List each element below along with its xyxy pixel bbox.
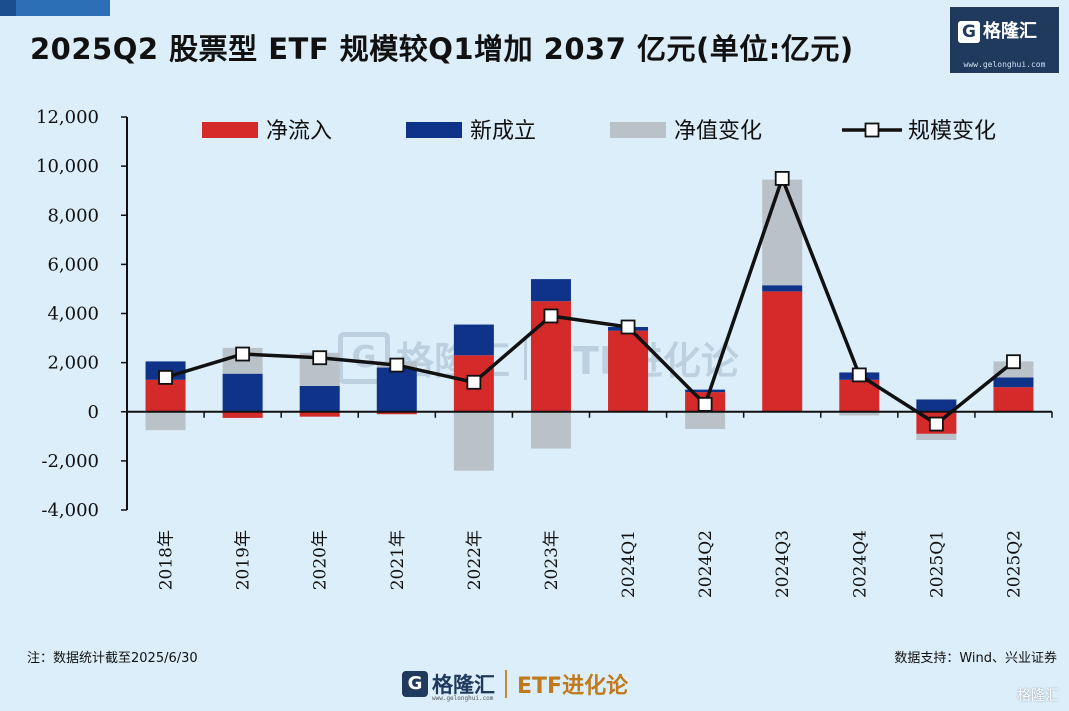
footer-separator (505, 670, 507, 698)
bar-new-listing-1 (222, 373, 263, 412)
x-tick-label-0: 2018年 (157, 530, 177, 590)
y-tick-label-0: 12,000 (36, 107, 99, 128)
y-tick-label-6: 0 (88, 402, 99, 423)
y-tick-label-4: 4,000 (47, 304, 99, 325)
chart-legend: 净流入 新成立 净值变化 规模变化 (202, 119, 996, 144)
bar-net-inflow-0 (145, 379, 186, 412)
y-tick-label-7: -2,000 (41, 451, 99, 472)
legend-nav-change-label: 净值变化 (674, 119, 762, 144)
chart-title: 2025Q2 股票型 ETF 规模较Q1增加 2037 亿元(单位:亿元) (30, 32, 854, 66)
brand-logo-name: G 格隆汇 (958, 17, 1037, 43)
bar-new-listing-2 (299, 385, 340, 412)
x-tick-label-6: 2024Q1 (619, 530, 639, 598)
legend-scale-change-marker (864, 122, 880, 138)
x-tick-label-3: 2021年 (388, 530, 408, 590)
footer-brand-tag: ETF进化论 (517, 674, 629, 699)
point-scale-change-2 (312, 350, 328, 366)
y-tick-label-2: 8,000 (47, 205, 99, 226)
x-tick-label-8: 2024Q3 (773, 530, 793, 598)
watermark-separator (524, 335, 528, 380)
point-scale-change-3 (389, 357, 405, 373)
point-scale-change-8 (774, 171, 790, 186)
bar-net-inflow-8 (762, 291, 803, 412)
bar-nav-change-5 (530, 411, 571, 449)
chart-axes: 12,000 10,000 8,000 6,000 4,000 2,000 0 -2,000 -… (36, 107, 1053, 598)
y-tick-label-5: 2,000 (47, 353, 99, 374)
bar-nav-change-0 (145, 411, 186, 431)
bar-nav-change-10 (916, 433, 957, 440)
y-tick-label-8: -4,000 (41, 500, 99, 521)
x-tick-label-2: 2020年 (311, 530, 331, 590)
x-tick-label-9: 2024Q4 (850, 530, 870, 598)
y-tick-label-3: 6,000 (47, 254, 99, 275)
footer-brand: G 格隆汇 ETF进化论 www.gelonghui.com (402, 668, 629, 702)
point-scale-change-6 (620, 319, 636, 335)
point-scale-change-10 (928, 416, 944, 432)
bar-nav-change-11 (993, 361, 1034, 378)
footer-g-icon: G (402, 671, 428, 697)
legend-net-inflow-swatch (202, 122, 258, 138)
legend-net-inflow-label: 净流入 (266, 119, 332, 144)
bar-net-inflow-6 (608, 330, 649, 412)
chart-bars (145, 179, 1034, 471)
bar-new-listing-5 (530, 279, 571, 302)
bar-new-listing-7 (685, 389, 726, 393)
brand-logo-url: www.gelonghui.com (963, 60, 1046, 69)
bar-new-listing-4 (453, 324, 494, 356)
watermark-g-icon: G (338, 331, 390, 384)
point-scale-change-1 (235, 346, 251, 362)
x-tick-label-1: 2019年 (234, 530, 254, 590)
bar-new-listing-11 (993, 377, 1034, 388)
x-tick-label-7: 2024Q2 (696, 530, 716, 598)
footer-brand-url: www.gelonghui.com (432, 695, 494, 702)
bar-new-listing-8 (762, 285, 803, 292)
legend-new-listing-label: 新成立 (470, 119, 536, 144)
g-logo-icon: G (958, 21, 980, 43)
bar-nav-change-7 (685, 411, 726, 429)
corner-accent-dark (0, 0, 16, 16)
x-tick-label-11: 2025Q2 (1004, 530, 1024, 598)
legend-scale-change-label: 规模变化 (908, 119, 996, 144)
bar-new-listing-3 (376, 367, 417, 412)
bar-net-inflow-3 (376, 411, 417, 415)
y-tick-label-1: 10,000 (36, 156, 99, 177)
chart-line (158, 171, 1021, 432)
bar-nav-change-4 (453, 411, 494, 471)
point-scale-change-11 (1006, 354, 1021, 370)
bar-net-inflow-2 (299, 411, 340, 417)
point-scale-change-4 (466, 374, 482, 390)
bar-nav-change-8 (762, 179, 803, 286)
corner-accent (0, 0, 110, 16)
line-scale-change (165, 176, 1015, 426)
footer-brand-name: 格隆汇 (432, 673, 495, 697)
bar-net-inflow-11 (993, 387, 1034, 412)
bar-new-listing-10 (916, 399, 957, 412)
bar-nav-change-9 (839, 411, 880, 416)
footnote-left: 注：数据统计截至2025/6/30 (27, 651, 198, 666)
corner-watermark: 格隆汇 (1017, 688, 1059, 704)
point-scale-change-7 (697, 396, 713, 412)
bar-net-inflow-1 (222, 411, 263, 418)
brand-logo: G 格隆汇 www.gelonghui.com (949, 6, 1060, 74)
point-scale-change-9 (851, 367, 867, 383)
point-scale-change-0 (158, 369, 173, 385)
x-tick-label-5: 2023年 (542, 530, 562, 590)
x-tick-label-10: 2025Q1 (927, 530, 947, 598)
footnote-right: 数据支持：Wind、兴业证券 (894, 651, 1057, 666)
point-scale-change-5 (543, 308, 559, 324)
legend-new-listing-swatch (406, 122, 462, 138)
x-tick-label-4: 2022年 (465, 530, 485, 590)
legend-nav-change-swatch (610, 122, 666, 138)
